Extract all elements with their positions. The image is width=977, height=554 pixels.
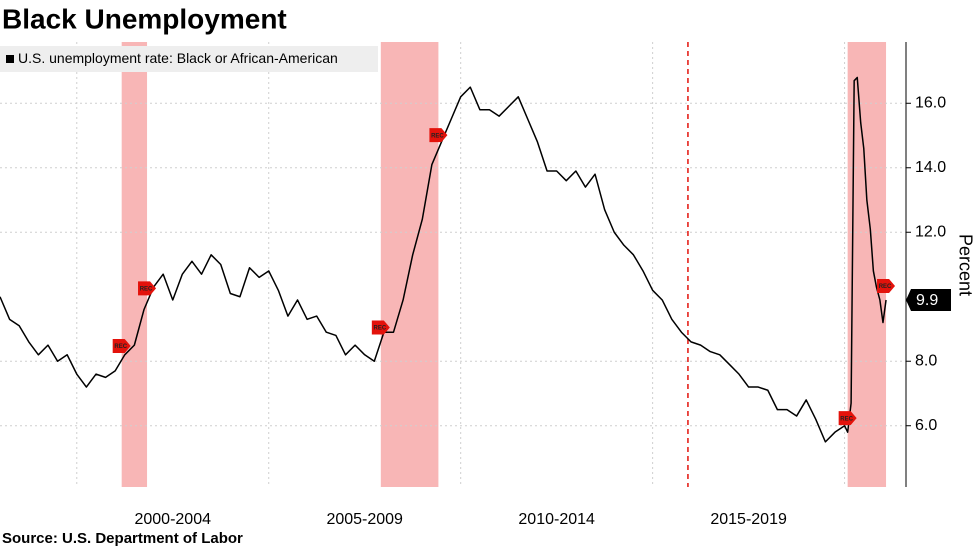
x-tick-label: 2010-2014 [518,511,595,528]
x-tick-label: 2005-2009 [326,511,403,528]
recession-tag-label: REC [879,284,892,290]
recession-band [380,42,439,487]
y-axis-title: Percent [955,234,975,296]
recession-tag-shape [138,281,157,296]
recession-tag-shape [877,278,896,293]
y-tick-label: 16.0 [915,94,946,111]
recession-tag-shape [838,411,857,426]
legend-label: U.S. unemployment rate: Black or African… [18,50,338,66]
recession-band [121,42,148,487]
recession-tag-shape [371,320,390,335]
legend-bg [0,46,378,72]
x-tick-label: 2015-2019 [710,511,787,528]
recession-tag: REC [429,128,448,143]
y-tick-label: 12.0 [915,223,946,240]
recession-tag-label: REC [373,326,386,332]
recession-tag-shape [112,338,131,353]
recession-tag-label: REC [140,286,153,292]
source: Source: U.S. Department of Labor [2,530,243,547]
y-tick-label: 8.0 [915,352,937,369]
recession-tag: REC [371,320,390,335]
y-tick-label: 14.0 [915,159,946,176]
value-label: 9.9 [916,292,938,309]
value-label-bg [906,288,951,311]
recession-tag: REC [877,278,896,293]
recession-tag-label: REC [431,133,444,139]
legend-swatch [6,55,14,63]
y-tick-label: 6.0 [915,417,937,434]
recession-tag: REC [112,338,131,353]
x-tick-label: 2000-2004 [134,511,211,528]
recession-tag-label: REC [114,344,127,350]
recession-tag-label: REC [840,416,853,422]
series-line [0,76,887,443]
recession-tag: REC [838,411,857,426]
recession-tag-shape [429,128,448,143]
recession-tag: REC [138,281,157,296]
chart-title: Black Unemployment [2,3,287,34]
